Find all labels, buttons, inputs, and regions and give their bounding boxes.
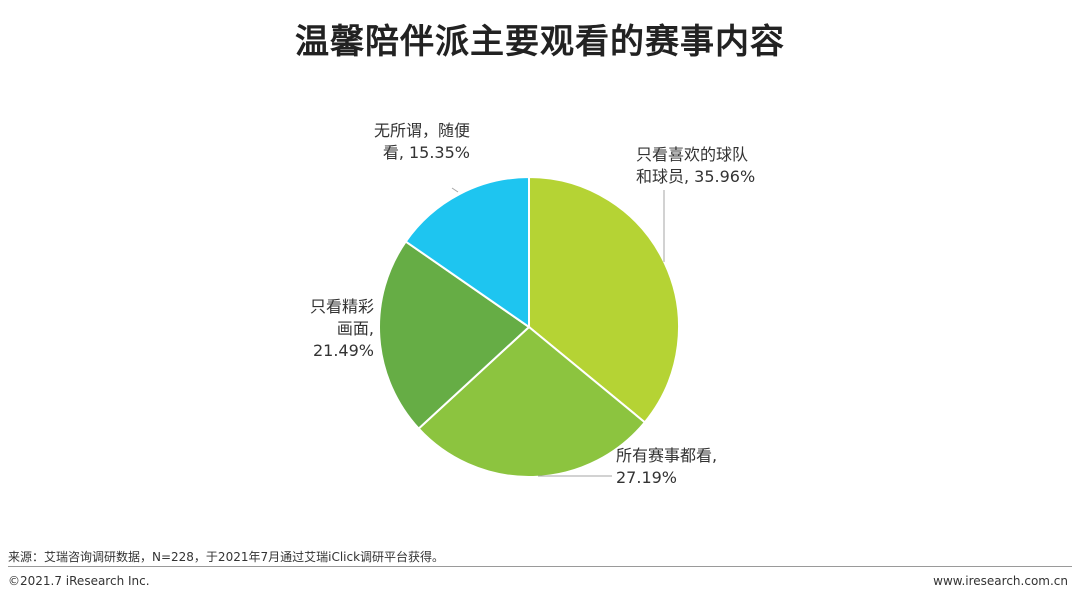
slice-label-line: 和球员, 35.96% [636,167,755,186]
slice-label-line: 所有赛事都看, [616,446,717,465]
slice-label: 所有赛事都看, 27.19% [616,446,717,487]
slice-label-line: 27.19% [616,468,677,487]
pie-slice [404,175,530,329]
footer-divider [8,566,1072,567]
pie-slice [528,175,680,424]
website-text: www.iresearch.com.cn [933,574,1068,588]
slice-label-line: 无所谓，随便 [374,121,470,140]
slice-label-line: 只看喜欢的球队 [636,145,748,164]
slice-label-line: 看, 15.35% [383,143,470,162]
pie-slice [417,325,647,478]
source-note: 来源：艾瑞咨询调研数据，N=228，于2021年7月通过艾瑞iClick调研平台… [8,550,445,564]
pie-slice [377,240,531,431]
slice-label-line: 只看精彩 [310,297,374,316]
slice-label-line: 画面, [337,319,374,338]
slice-label: 只看喜欢的球队和球员, 35.96% [636,145,755,186]
slice-label-line: 21.49% [313,341,374,360]
slice-label: 只看精彩画面, 21.49% [310,297,374,360]
page-title: 温馨陪伴派主要观看的赛事内容 [295,22,785,62]
leader-line [451,187,459,193]
copyright-text: ©2021.7 iResearch Inc. [8,574,150,588]
slice-label: 无所谓，随便看, 15.35% [374,121,470,162]
